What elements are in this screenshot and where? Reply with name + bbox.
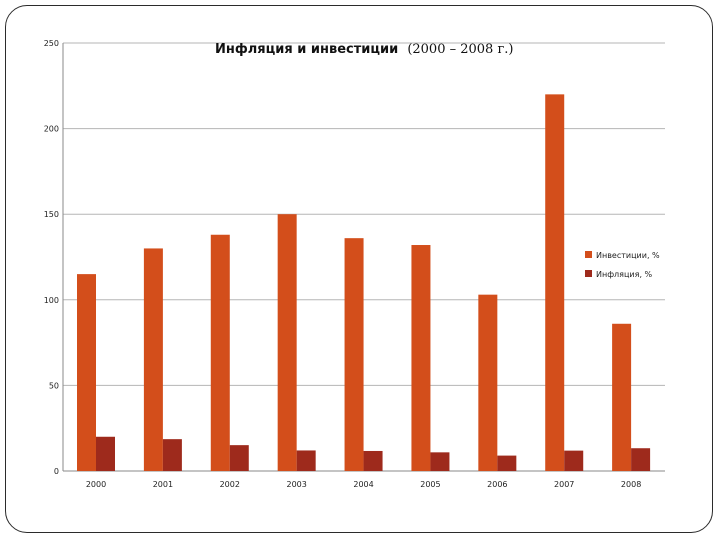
bar-investment-2000 <box>77 274 96 471</box>
bar-investment-2001 <box>143 248 163 471</box>
chart-title-years: (2000 – 2008 г.) <box>407 42 513 57</box>
x-tick-label: 2008 <box>621 480 641 489</box>
x-tick-label: 2000 <box>86 480 106 489</box>
x-tick-label: 2002 <box>220 480 240 489</box>
bars <box>77 94 651 472</box>
legend-label: Инфляция, % <box>596 270 653 279</box>
bar-inflation-2006 <box>497 455 517 471</box>
chart-title: Инфляция и инвестиции (2000 – 2008 г.) <box>215 38 513 57</box>
legend: Инвестиции, % Инфляция, % <box>585 251 660 279</box>
bar-inflation-2002 <box>229 445 249 471</box>
x-tick-label: 2001 <box>153 480 173 489</box>
x-tick-label: 2004 <box>353 480 373 489</box>
y-tick-label: 100 <box>44 296 59 305</box>
bar-inflation-2004 <box>363 450 383 471</box>
bar-investment-2003 <box>277 214 297 471</box>
x-axis-ticks: 2000 2001 2002 2003 2004 2005 2006 2007 2008 <box>86 480 641 489</box>
bar-investment-2002 <box>210 234 230 471</box>
bar-inflation-2001 <box>162 439 182 471</box>
bar-inflation-2008 <box>631 448 651 471</box>
y-tick-label: 200 <box>44 125 59 134</box>
bar-investment-2006 <box>478 294 498 471</box>
bar-inflation-2000 <box>96 436 115 471</box>
x-tick-label: 2005 <box>420 480 440 489</box>
legend-label: Инвестиции, % <box>596 251 660 260</box>
bar-inflation-2005 <box>430 452 450 471</box>
bar-inflation-2007 <box>564 450 584 471</box>
legend-swatch <box>585 270 592 277</box>
x-tick-label: 2007 <box>554 480 574 489</box>
y-tick-label: 250 <box>44 39 59 48</box>
chart-title-main: Инфляция и инвестиции <box>215 42 398 57</box>
x-tick-label: 2003 <box>286 480 306 489</box>
bar-investment-2007 <box>545 94 565 472</box>
y-axis-ticks: 0 50 100 150 200 250 <box>44 39 59 476</box>
x-tick-label: 2006 <box>487 480 507 489</box>
bar-investment-2008 <box>612 323 632 471</box>
bar-investment-2005 <box>411 245 431 471</box>
bar-investment-2004 <box>344 238 364 471</box>
y-tick-label: 150 <box>44 210 59 219</box>
bar-inflation-2003 <box>296 450 316 471</box>
y-tick-label: 0 <box>54 467 59 476</box>
y-tick-label: 50 <box>49 381 59 390</box>
legend-swatch <box>585 251 592 258</box>
